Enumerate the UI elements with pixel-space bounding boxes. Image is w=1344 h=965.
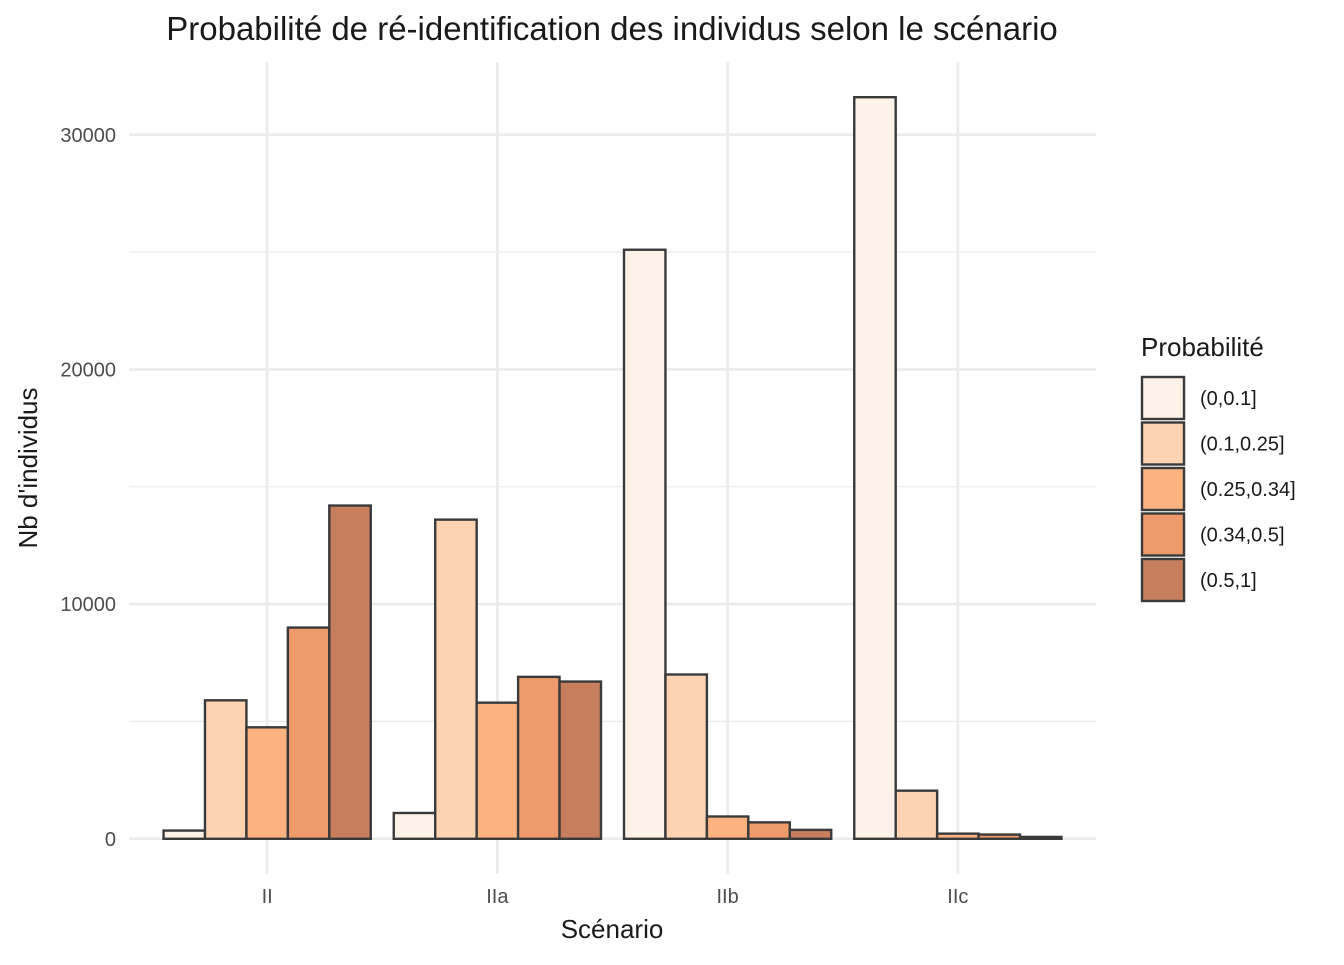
bar — [328, 504, 372, 840]
legend-key — [1140, 512, 1186, 557]
y-axis-title: Nb d'individus — [13, 387, 43, 548]
bar — [475, 701, 520, 840]
bars — [162, 96, 1063, 840]
bar — [392, 811, 437, 840]
x-tick-label: IIb — [716, 886, 738, 908]
legend-label: (0.25,0.34] — [1200, 479, 1296, 501]
legend-item: (0.5,1] — [1140, 557, 1257, 603]
legend-item: (0.1,0.25] — [1140, 421, 1285, 466]
bar-group-IIa — [392, 518, 603, 840]
bar — [516, 675, 561, 840]
x-axis-ticks: II IIa IIb IIc — [262, 886, 969, 908]
legend-item: (0.25,0.34] — [1140, 466, 1296, 512]
bar — [203, 699, 248, 840]
y-tick-label: 0 — [105, 829, 116, 851]
legend-label: (0.1,0.25] — [1200, 434, 1285, 456]
bar — [788, 828, 833, 840]
x-tick-label: II — [262, 886, 273, 908]
bar — [664, 673, 709, 840]
bar — [705, 815, 750, 840]
legend-key — [1140, 421, 1186, 466]
legend-key — [1140, 466, 1186, 512]
bar — [622, 248, 667, 840]
bar — [434, 518, 478, 840]
legend-label: (0.5,1] — [1200, 570, 1257, 592]
chart-title: Probabilité de ré-identification des ind… — [166, 10, 1058, 47]
bar-group-II — [162, 504, 372, 840]
y-tick-label: 20000 — [60, 359, 116, 381]
x-tick-label: IIc — [947, 886, 968, 908]
legend-key — [1140, 557, 1186, 603]
x-tick-label: IIa — [486, 886, 509, 908]
bar — [162, 829, 207, 840]
bar — [935, 832, 980, 840]
y-tick-label: 10000 — [60, 594, 116, 616]
legend-key — [1140, 375, 1186, 421]
bar — [286, 626, 331, 840]
x-axis-title: Scénario — [561, 914, 664, 944]
legend-title: Probabilité — [1141, 332, 1264, 362]
legend: Probabilité (0,0.1] (0.1,0.25] (0.25,0.34]… — [1140, 332, 1296, 603]
bar — [1018, 835, 1063, 840]
legend-label: (0.34,0.5] — [1200, 525, 1285, 547]
legend-item: (0,0.1] — [1140, 375, 1257, 421]
bar-group-IIb — [622, 248, 833, 840]
bar — [747, 821, 791, 840]
bar — [977, 833, 1022, 840]
legend-items: (0,0.1] (0.1,0.25] (0.25,0.34] (0.34,0.5] (0… — [1140, 375, 1296, 603]
legend-item: (0.34,0.5] — [1140, 512, 1285, 557]
bar — [894, 789, 939, 840]
y-axis-ticks: 0 10000 20000 30000 — [60, 125, 116, 851]
bar — [853, 96, 897, 840]
bar — [558, 680, 603, 840]
axes: 0 10000 20000 30000 II IIa IIb IIc — [60, 125, 968, 908]
bar-group-IIc — [853, 96, 1063, 840]
y-tick-label: 30000 — [60, 125, 116, 147]
bar — [245, 726, 290, 840]
legend-label: (0,0.1] — [1200, 388, 1257, 410]
